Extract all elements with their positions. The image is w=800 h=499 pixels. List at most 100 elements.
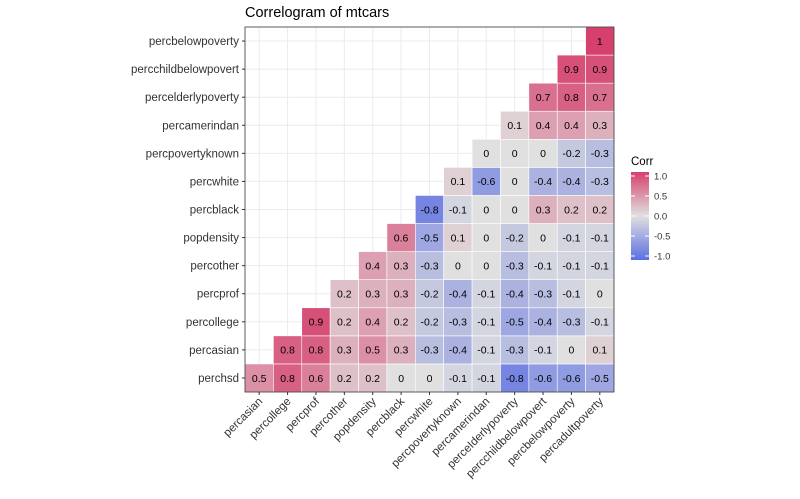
cell-label: -0.3 [591, 176, 609, 188]
heatmap-cell [415, 223, 444, 252]
heatmap-cell [386, 363, 416, 393]
heatmap-cell [556, 223, 586, 252]
cell-label: 0 [540, 148, 546, 160]
legend: Corr 1.0 0.5 0.0 -0.5 -1.0 [631, 156, 670, 263]
cell-label: 0.2 [394, 317, 409, 329]
heatmap-cell [358, 335, 388, 365]
cell-label: 0.3 [593, 120, 608, 132]
heatmap-cell [585, 223, 615, 252]
heatmap-cell [500, 335, 530, 365]
cell-label: -0.5 [591, 373, 609, 385]
cell-label: -0.8 [420, 204, 438, 216]
cell-label: -0.3 [420, 260, 438, 272]
heatmap-cell [329, 279, 359, 309]
heatmap-cell [443, 251, 473, 280]
cell-label: -0.1 [534, 260, 552, 272]
heatmap-cell [415, 195, 444, 224]
cell-label: -0.4 [506, 289, 524, 301]
heatmap-cells: 0.5 0.8 0.6 0.2 0.2 0 0 -0.1 -0.1 -0.8 -0.6 -0.6 -0.… [244, 26, 615, 393]
cell-label: 0.2 [337, 289, 352, 301]
heatmap-cell [528, 82, 558, 112]
y-tick-label: percwhite [190, 176, 239, 188]
cell-label: -0.1 [477, 373, 495, 385]
y-tick-label: perchsd [198, 373, 239, 385]
cell-label: 1 [597, 36, 603, 48]
y-tick-label: percelderlypoverty [145, 92, 239, 104]
cell-label: 0.1 [451, 232, 466, 244]
heatmap-cell [556, 363, 586, 393]
heatmap-cell [500, 223, 530, 252]
cell-label: 0.8 [280, 373, 295, 385]
heatmap-cell [301, 335, 331, 365]
cell-label: 0 [597, 289, 603, 301]
cell-label: 0.5 [252, 373, 267, 385]
heatmap-cell [386, 279, 416, 309]
heatmap-cell [528, 139, 558, 168]
heatmap-cell [528, 307, 558, 337]
cell-label: 0.8 [280, 345, 295, 357]
cell-label: 0.7 [536, 92, 551, 104]
cell-label: -0.1 [562, 260, 580, 272]
cell-label: -0.2 [506, 232, 524, 244]
cell-label: -0.1 [449, 373, 467, 385]
cell-label: -0.1 [477, 289, 495, 301]
cell-label: 0.3 [536, 204, 551, 216]
cell-label: 0.1 [507, 120, 522, 132]
cell-label: 0.1 [593, 345, 608, 357]
heatmap-cell [585, 167, 615, 196]
legend-tick-label: 0.0 [654, 212, 667, 223]
cell-label: 0.2 [365, 373, 380, 385]
heatmap-cell [585, 251, 615, 280]
heatmap-cell [386, 335, 416, 365]
cell-label: 0.9 [309, 317, 324, 329]
legend-title: Corr [631, 156, 654, 168]
heatmap-cell [585, 139, 615, 168]
cell-label: 0.5 [365, 345, 380, 357]
heatmap-cell [471, 279, 501, 309]
legend-tick-label: -1.0 [654, 252, 670, 263]
heatmap-cell [585, 26, 615, 56]
y-tick-label: percpovertyknown [146, 148, 239, 160]
cell-label: -0.1 [562, 232, 580, 244]
cell-label: 0.6 [309, 373, 324, 385]
heatmap-cell [415, 251, 444, 280]
y-tick-label: percblack [190, 205, 239, 217]
heatmap-cell [301, 307, 331, 337]
heatmap-cell [556, 335, 586, 365]
cell-label: -0.4 [449, 289, 467, 301]
y-tick-label: percbelowpoverty [149, 36, 239, 48]
heatmap-cell [528, 279, 558, 309]
cell-label: -0.1 [477, 345, 495, 357]
heatmap-cell [556, 82, 586, 112]
legend-tick-label: -0.5 [654, 232, 670, 243]
cell-label: 0.6 [394, 232, 409, 244]
heatmap-cell [471, 167, 501, 196]
cell-label: 0 [512, 204, 518, 216]
cell-label: 0.4 [365, 260, 380, 272]
heatmap-cell [585, 54, 615, 84]
cell-label: -0.2 [420, 289, 438, 301]
cell-label: -0.2 [420, 317, 438, 329]
cell-label: 0 [483, 204, 489, 216]
cell-label: 0 [512, 176, 518, 188]
heatmap-cell [500, 139, 530, 168]
cell-label: 0 [540, 232, 546, 244]
heatmap-cell [585, 307, 615, 337]
cell-label: -0.4 [534, 176, 552, 188]
cell-label: -0.1 [591, 317, 609, 329]
heatmap-cell [329, 335, 359, 365]
y-tick-label: percamerindan [162, 120, 239, 132]
heatmap-cell [585, 195, 615, 224]
heatmap-cell [358, 251, 388, 280]
cell-label: -0.4 [562, 176, 580, 188]
chart-title: Correlogram of mtcars [245, 5, 389, 21]
cell-label: 0 [455, 260, 461, 272]
heatmap-cell [556, 279, 586, 309]
heatmap-cell [528, 335, 558, 365]
cell-label: 0.3 [365, 289, 380, 301]
cell-label: 0.1 [451, 176, 466, 188]
cell-label: 0.2 [337, 317, 352, 329]
cell-label: 0.3 [394, 260, 409, 272]
cell-label: -0.3 [506, 260, 524, 272]
cell-label: -0.1 [562, 289, 580, 301]
